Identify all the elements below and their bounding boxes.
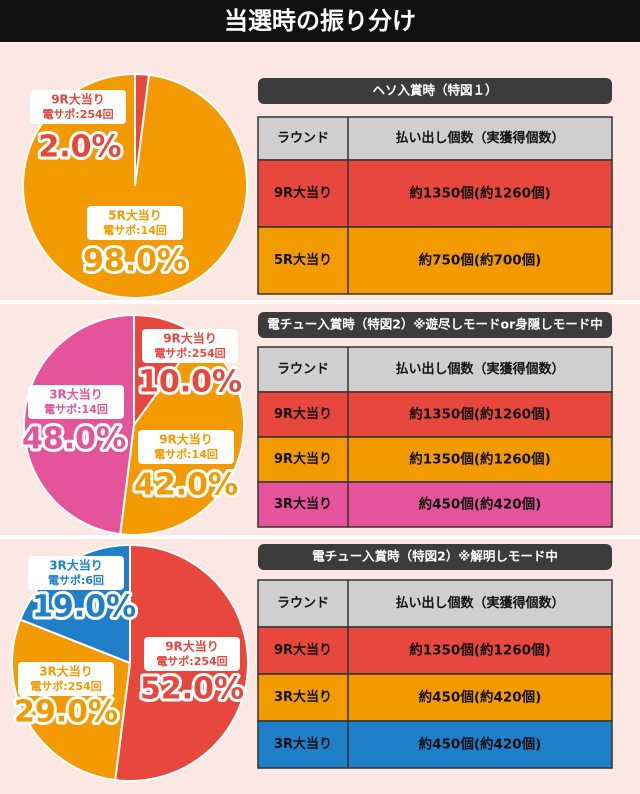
slice-note: 電サポ:254回: [156, 654, 227, 668]
slice-value-label: 2.0%: [38, 130, 121, 165]
slice-value-label: 19.0%: [32, 590, 136, 625]
slice-value-label: 48.0%: [22, 422, 126, 457]
slice-value-label: 29.0%: [14, 695, 118, 730]
table-cell: 9R大当り: [274, 185, 332, 201]
pie-slice: [11, 618, 132, 782]
table-cell: 3R大当り: [274, 496, 332, 512]
slice-value-label: 52.0%: [140, 672, 244, 707]
slice-note: 電サポ:14回: [44, 402, 108, 416]
slice-category: 3R大当り: [39, 664, 93, 679]
column-header: 払い出し個数（実獲得個数）: [395, 595, 564, 611]
slice-value-label: 98.0%: [83, 244, 187, 279]
table-row: [257, 436, 613, 483]
table-row: [257, 391, 613, 438]
table-cell: 9R大当り: [274, 642, 332, 658]
table-cell: 約450個(約420個): [419, 496, 542, 513]
slice-note: 電サポ:14回: [154, 447, 218, 461]
label-box: [28, 385, 124, 419]
label-box: [28, 556, 124, 590]
title-bar: [0, 0, 640, 42]
pie-slice: [23, 313, 135, 536]
column-header: ラウンド: [277, 596, 329, 611]
table-row: [257, 159, 613, 228]
table-row: [257, 673, 613, 722]
label-box: [30, 90, 126, 124]
table-cell: 9R大当り: [274, 451, 332, 467]
label-box: [142, 329, 238, 363]
slice-category: 9R大当り: [159, 432, 213, 447]
table-row: [257, 720, 613, 769]
table-cell: 約1350個(約1260個): [409, 642, 551, 659]
table-title-bar: [258, 312, 612, 338]
slice-category: 9R大当り: [51, 92, 105, 107]
label-box: [87, 206, 183, 240]
table-cell: 3R大当り: [274, 736, 332, 752]
table-title-bar: [258, 544, 612, 570]
slice-note: 電サポ:254回: [154, 346, 225, 360]
slice-category: 5R大当り: [108, 208, 162, 223]
slice-value-label: 42.0%: [134, 468, 238, 503]
column-header: 払い出し個数（実獲得個数）: [395, 130, 564, 146]
slice-note: 電サポ:254回: [30, 679, 101, 693]
slice-note: 電サポ:254回: [42, 107, 113, 121]
label-box: [18, 662, 114, 696]
table-cell: 約1350個(約1260個): [409, 451, 551, 468]
slice-note: 電サポ:14回: [103, 223, 167, 237]
table-cell: 約450個(約420個): [419, 689, 542, 706]
label-box: [138, 430, 234, 464]
label-box: [144, 637, 240, 671]
slice-category: 3R大当り: [49, 558, 103, 573]
slice-value-label: 10.0%: [138, 365, 242, 400]
table-row: [257, 481, 613, 528]
slice-category: 9R大当り: [163, 331, 217, 346]
table-header: [257, 346, 613, 393]
table-cell: 約750個(約700個): [419, 252, 542, 269]
table-title-bar: [258, 78, 612, 104]
table-cell: 約1350個(約1260個): [409, 185, 551, 202]
table-cell: 3R大当り: [274, 689, 332, 705]
table-row: [257, 226, 613, 295]
table-cell: 9R大当り: [274, 406, 332, 422]
table-cell: 約450個(約420個): [419, 736, 542, 753]
column-header: 払い出し個数（実獲得個数）: [395, 361, 564, 377]
table-row: [257, 626, 613, 675]
slice-note: 電サポ:6回: [48, 573, 104, 587]
slice-category: 9R大当り: [165, 639, 219, 654]
table-title: 電チュー入賞時（特図2）※遊尽しモードor身隠しモード中: [267, 317, 603, 332]
column-header: ラウンド: [277, 131, 329, 146]
table-title: ヘソ入賞時（特図１）: [372, 83, 497, 98]
table-title: 電チュー入賞時（特図2）※解明しモード中: [312, 549, 558, 564]
table-cell: 約1350個(約1260個): [409, 406, 551, 423]
column-header: ラウンド: [277, 362, 329, 377]
slice-category: 3R大当り: [49, 387, 103, 402]
table-cell: 5R大当り: [274, 252, 332, 268]
page-title: 当選時の振り分け: [224, 7, 416, 35]
